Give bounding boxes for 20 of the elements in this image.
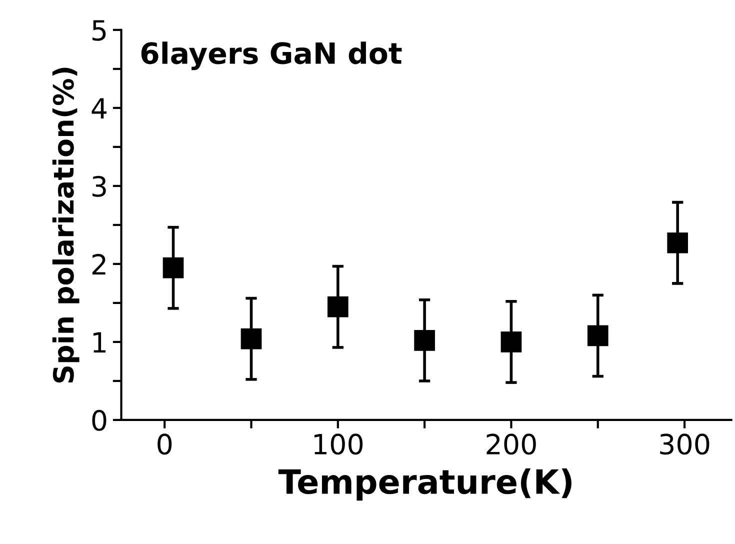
point [327,296,348,318]
x-axis-title: Temperature(K) [278,468,572,501]
y-tick-label: 1 [93,332,106,353]
x-tick-label: 100 [314,434,363,455]
y-axis-title: Spin polarization(%) [52,68,80,383]
point [587,325,608,346]
x-tick-label: 300 [660,434,710,455]
y-tick-label: 4 [92,98,107,118]
y-tick-label: 2 [92,254,106,274]
chart-title: 6layers GaN dot [141,42,402,70]
point [667,232,688,254]
point [240,328,262,350]
y-tick-label: 0 [92,410,106,431]
point [414,330,435,351]
point [500,332,522,352]
y-tick-label: 5 [92,20,106,41]
x-tick-label: 0 [158,434,172,455]
point [162,257,184,278]
y-tick-label: 3 [92,176,106,197]
x-tick-label: 200 [486,434,536,455]
